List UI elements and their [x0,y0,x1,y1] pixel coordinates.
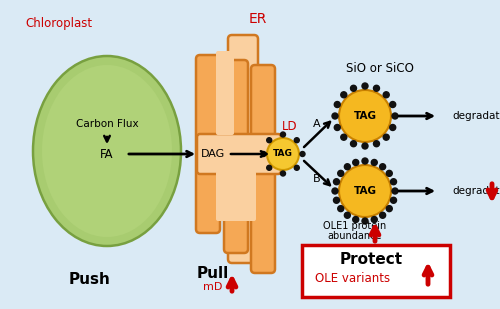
Circle shape [380,164,386,170]
Circle shape [266,165,272,170]
Circle shape [350,85,356,91]
Text: DAG: DAG [201,149,225,159]
Circle shape [352,217,358,222]
Text: TAG: TAG [273,150,293,159]
Text: Chloroplast: Chloroplast [25,17,92,30]
FancyBboxPatch shape [228,35,258,263]
Circle shape [392,113,398,119]
Circle shape [383,134,389,140]
Circle shape [390,102,396,108]
Text: TAG: TAG [354,111,376,121]
Text: Pull: Pull [197,265,229,281]
Circle shape [338,170,344,176]
Circle shape [386,205,392,212]
Circle shape [350,141,356,147]
Circle shape [261,151,266,156]
Text: Push: Push [69,272,111,286]
Text: ER: ER [249,12,267,26]
Text: B: B [313,174,321,184]
Text: FA: FA [100,147,114,160]
Circle shape [341,134,347,140]
FancyBboxPatch shape [216,51,234,135]
Text: LD: LD [282,121,298,133]
Text: abundance: abundance [328,231,382,241]
Circle shape [280,132,285,137]
Circle shape [344,164,350,170]
Circle shape [352,159,358,165]
Circle shape [334,102,340,108]
Circle shape [372,159,378,165]
Text: degradation: degradation [452,111,500,121]
FancyBboxPatch shape [196,55,220,233]
Circle shape [390,197,396,203]
Circle shape [339,90,391,142]
Text: Carbon Flux: Carbon Flux [76,119,138,129]
Text: SiO or SiCO: SiO or SiCO [346,62,414,75]
Circle shape [300,151,305,156]
FancyBboxPatch shape [224,60,248,253]
Circle shape [341,92,347,98]
Text: OLE variants: OLE variants [315,273,390,286]
Circle shape [294,165,300,170]
Circle shape [332,113,338,119]
FancyBboxPatch shape [251,65,275,273]
Text: TAG: TAG [354,186,376,196]
Text: Protect: Protect [340,252,403,266]
Circle shape [374,141,380,147]
Circle shape [334,179,340,185]
Circle shape [362,218,368,224]
Circle shape [280,171,285,176]
Circle shape [334,125,340,130]
Circle shape [332,188,338,194]
Circle shape [380,212,386,218]
Circle shape [362,143,368,149]
Circle shape [266,138,272,143]
Text: OLE1 protein: OLE1 protein [324,221,386,231]
Circle shape [386,170,392,176]
Circle shape [294,138,300,143]
Circle shape [383,92,389,98]
Circle shape [372,217,378,222]
Circle shape [392,188,398,194]
Circle shape [362,83,368,89]
Circle shape [338,205,344,212]
Circle shape [267,138,299,170]
Ellipse shape [33,56,181,246]
Circle shape [339,165,391,217]
FancyBboxPatch shape [302,245,450,297]
Circle shape [374,85,380,91]
FancyBboxPatch shape [197,134,281,174]
Ellipse shape [42,65,172,237]
Circle shape [344,212,350,218]
Text: degradation: degradation [452,186,500,196]
Circle shape [362,158,368,164]
Text: mD: mD [204,282,223,292]
Text: A: A [313,119,321,129]
FancyBboxPatch shape [216,171,256,221]
Circle shape [390,179,396,185]
Circle shape [390,125,396,130]
Circle shape [334,197,340,203]
